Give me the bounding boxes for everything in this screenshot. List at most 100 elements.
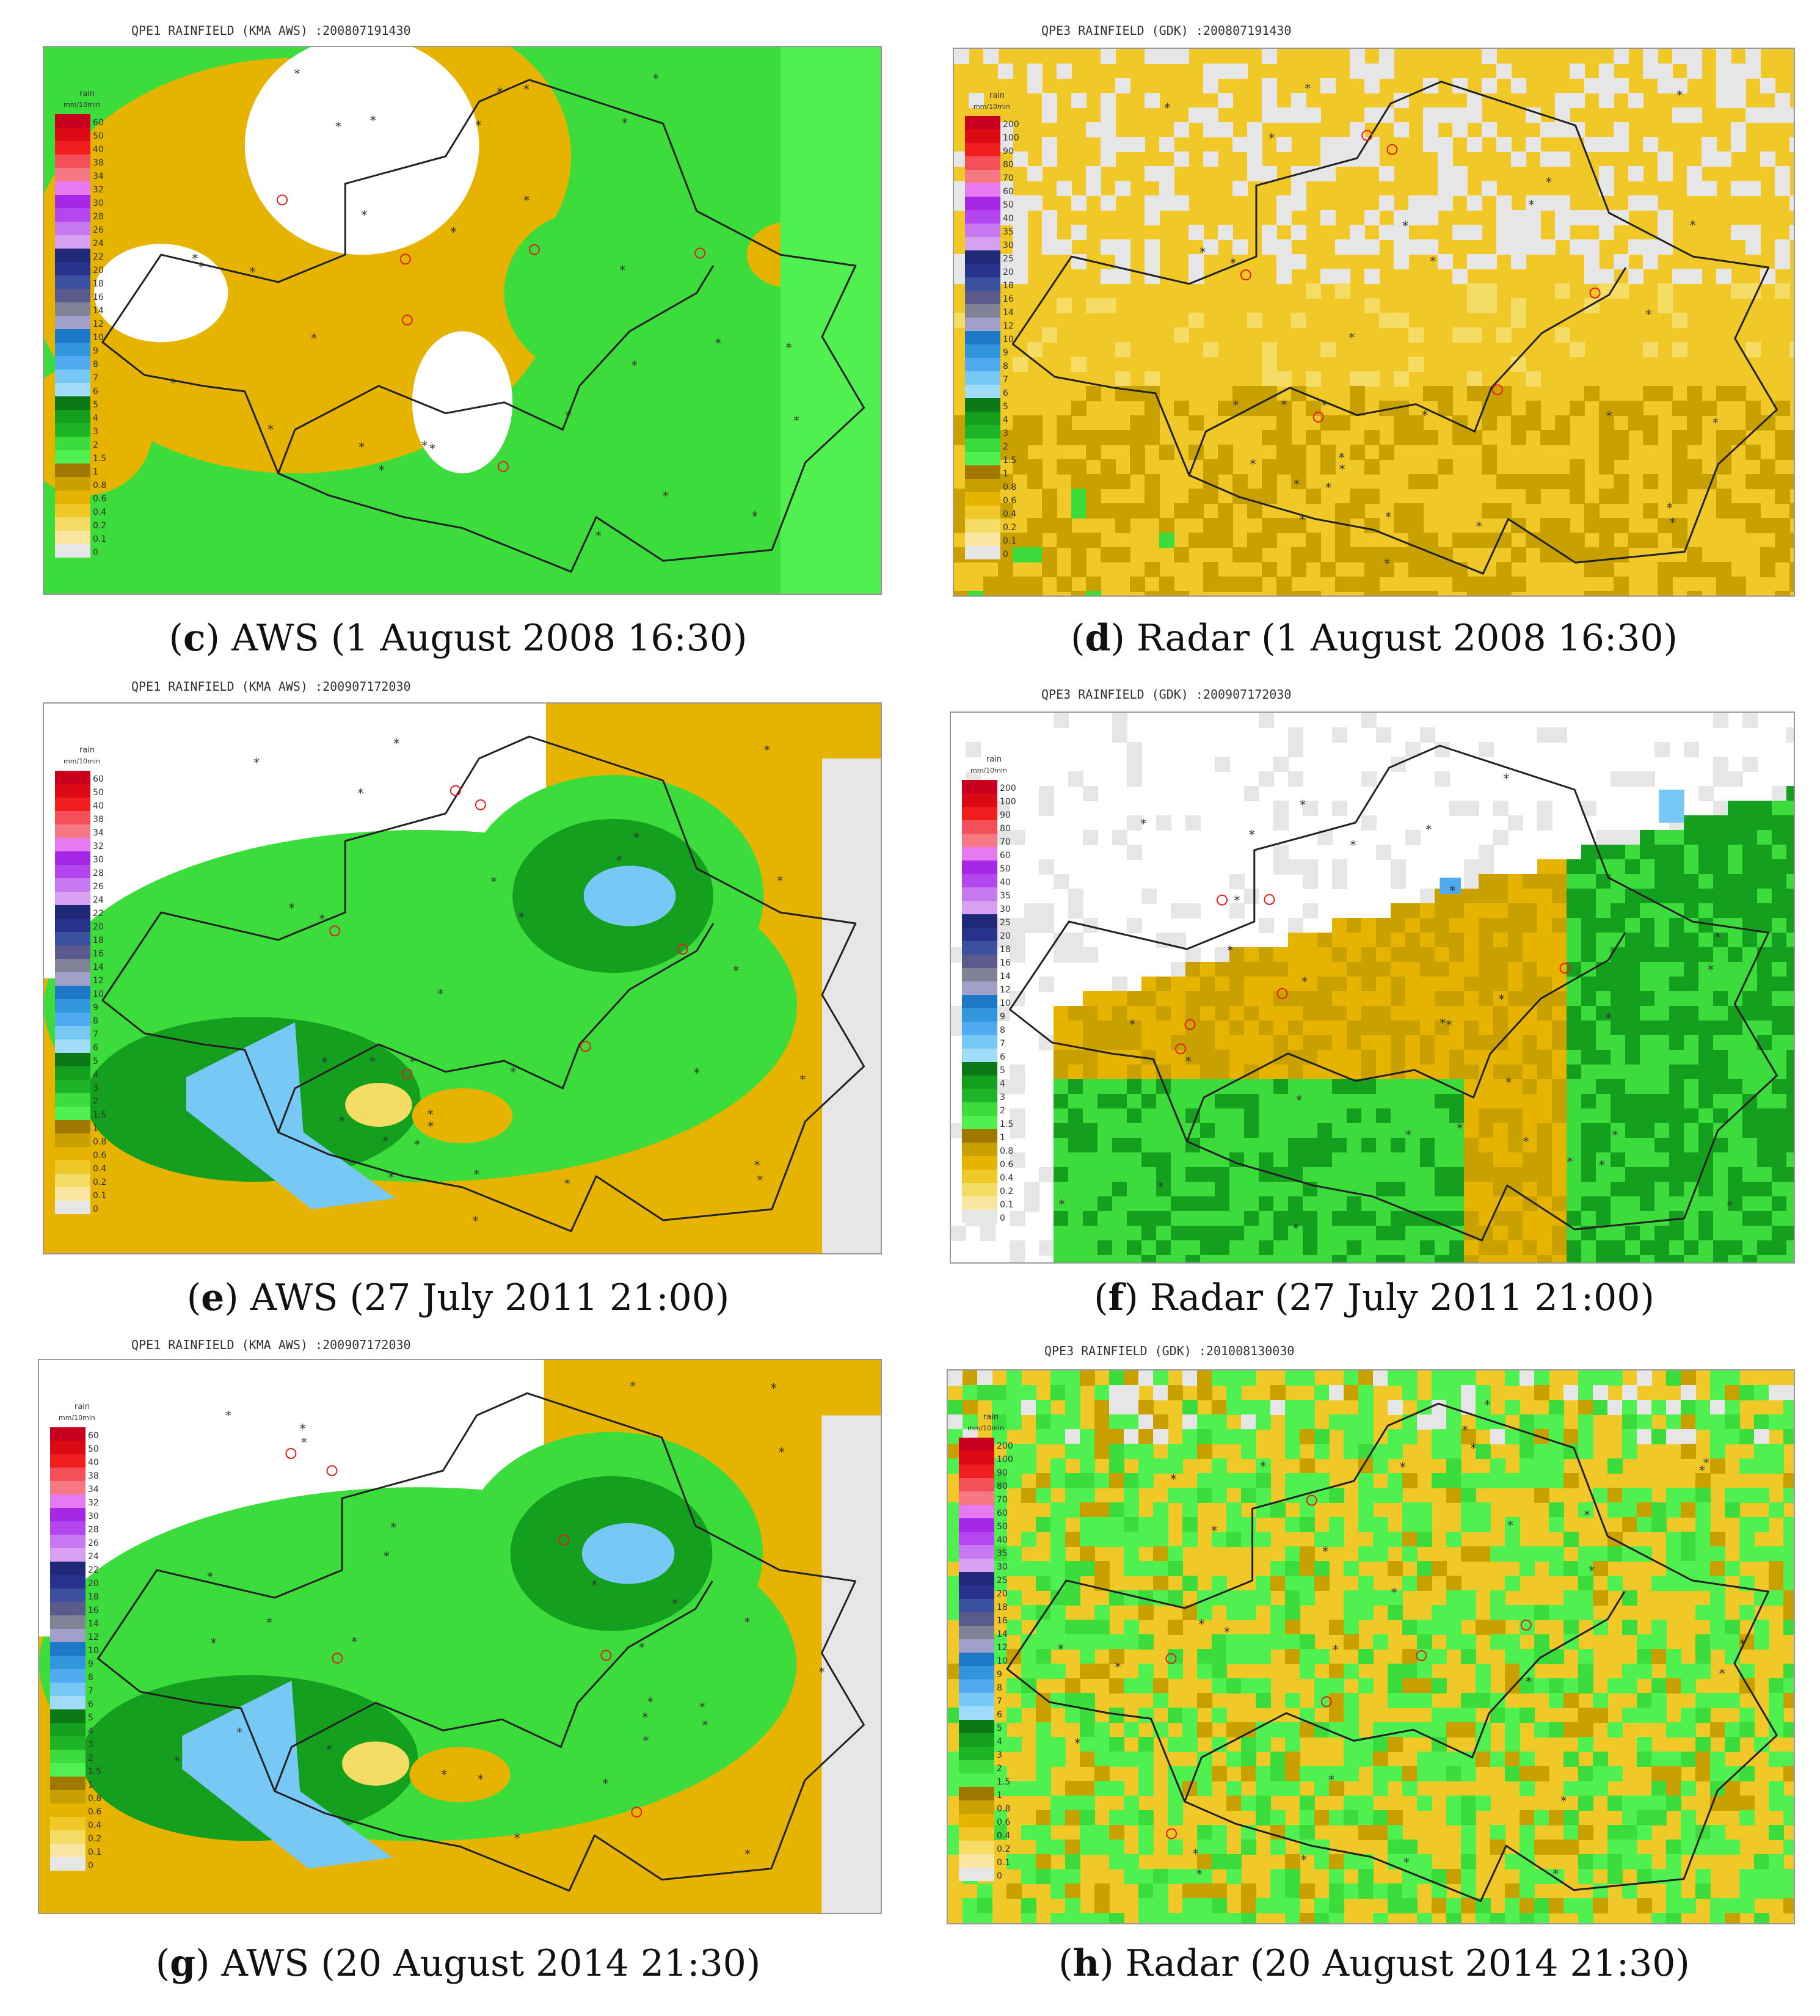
map-header: QPE3 RAINFIELD (GDK) :200907172030 xyxy=(1041,687,1292,702)
svg-text:*: * xyxy=(1667,501,1673,515)
legend-label: 0.4 xyxy=(88,1821,101,1830)
legend-label: 0.8 xyxy=(997,1804,1010,1814)
svg-text:*: * xyxy=(523,82,530,96)
svg-text:*: * xyxy=(253,755,260,770)
svg-text:*: * xyxy=(1422,408,1428,423)
station-markers: ****************************** xyxy=(1164,81,1718,571)
legend-label: 60 xyxy=(1003,187,1014,197)
legend-swatch xyxy=(50,1723,86,1736)
legend-swatch xyxy=(965,291,1000,304)
district-boundary xyxy=(1188,267,1627,476)
svg-text:*: * xyxy=(370,114,376,128)
svg-text:*: * xyxy=(311,331,317,346)
legend-label: 1 xyxy=(88,1780,93,1790)
svg-text:*: * xyxy=(1249,828,1255,842)
legend-swatch xyxy=(55,437,90,450)
legend-swatch xyxy=(959,1679,994,1693)
svg-text:*: * xyxy=(1140,817,1146,831)
legend-label: 7 xyxy=(93,1030,98,1039)
legend-swatch xyxy=(962,1102,997,1116)
legend-swatch xyxy=(962,807,997,820)
legend-swatch xyxy=(959,1639,994,1653)
legend-swatch xyxy=(962,1183,997,1196)
legend-swatch xyxy=(959,1491,994,1505)
gauge-markers xyxy=(1240,129,1601,423)
legend-title: rain xyxy=(75,1402,90,1411)
legend-swatch xyxy=(55,504,90,517)
svg-text:*: * xyxy=(715,336,721,351)
legend-label: 0 xyxy=(1003,550,1008,559)
legend-swatch xyxy=(50,1830,86,1844)
legend-unit: mm/10min xyxy=(59,1414,95,1422)
legend-swatch xyxy=(962,914,997,928)
svg-text:*: * xyxy=(410,1055,416,1069)
legend-swatch xyxy=(55,851,90,865)
legend-swatch xyxy=(962,941,997,955)
legend-label: 1 xyxy=(1000,1133,1005,1143)
legend-label: 40 xyxy=(88,1458,99,1468)
legend-swatch xyxy=(55,798,90,811)
svg-text:*: * xyxy=(1703,1455,1709,1470)
legend-unit: mm/10min xyxy=(974,103,1010,111)
svg-text:*: * xyxy=(1305,81,1311,96)
legend-label: 90 xyxy=(997,1468,1008,1478)
rainfall-map: * * * * * * * * * * * * * * * * * * * * * * * * * * * * * * rain mm/10m… xyxy=(43,46,882,595)
svg-text:*: * xyxy=(1232,398,1239,412)
svg-text:*: * xyxy=(1589,1563,1595,1578)
svg-text:*: * xyxy=(1560,1794,1567,1808)
svg-text:*: * xyxy=(198,260,204,274)
svg-text:*: * xyxy=(236,1725,242,1740)
svg-text:*: * xyxy=(1129,1017,1135,1032)
svg-text:*: * xyxy=(428,1119,434,1134)
legend-label: 14 xyxy=(93,306,104,316)
figure-caption: (c) AWS (1 August 2008 16:30) xyxy=(169,617,748,660)
legend-label: 25 xyxy=(1000,918,1011,928)
legend-label: 1 xyxy=(93,1124,98,1134)
svg-text:*: * xyxy=(1714,930,1720,945)
legend-label: 4 xyxy=(997,1737,1002,1747)
district-boundary xyxy=(1185,932,1626,1142)
legend-label: 0.2 xyxy=(93,1177,106,1187)
svg-text:*: * xyxy=(437,987,443,1002)
legend-label: 5 xyxy=(93,400,98,410)
legend-swatch xyxy=(50,1669,86,1683)
legend-label: 200 xyxy=(1000,784,1016,793)
svg-text:*: * xyxy=(1293,1221,1299,1235)
svg-text:*: * xyxy=(642,1733,649,1748)
station-markers: ****************************** xyxy=(1058,1398,1746,1882)
legend-swatch xyxy=(55,168,90,181)
legend-swatch xyxy=(962,1116,997,1129)
legend-swatch xyxy=(55,302,90,316)
legend-label: 35 xyxy=(1000,891,1011,901)
svg-text:*: * xyxy=(249,265,255,280)
legend-label: 6 xyxy=(93,1043,98,1053)
legend-label: 0.6 xyxy=(1000,1160,1013,1170)
svg-text:*: * xyxy=(192,252,198,266)
legend-label: 12 xyxy=(997,1643,1008,1653)
legend-swatch xyxy=(55,1013,90,1026)
legend-swatch xyxy=(959,1868,994,1881)
legend-swatch xyxy=(962,1129,997,1143)
legend-label: 60 xyxy=(1000,851,1011,861)
legend-swatch xyxy=(959,1854,994,1868)
legend-label: 14 xyxy=(1003,308,1014,318)
legend-swatch xyxy=(55,275,90,289)
legend-swatch xyxy=(50,1615,86,1629)
legend-swatch xyxy=(965,264,1000,277)
legend-swatch xyxy=(965,385,1000,398)
legend-swatch xyxy=(55,1201,90,1214)
rainfall-map: * * * * * * * * * * * * * * * * * * * * * * * * * * * * * * rain mm/10m… xyxy=(953,48,1795,597)
legend-swatch xyxy=(965,197,1000,210)
legend-label: 0.4 xyxy=(93,508,106,517)
legend-label: 0.1 xyxy=(93,1191,106,1201)
legend-swatch xyxy=(50,1656,86,1669)
legend-swatch xyxy=(55,141,90,155)
legend-swatch xyxy=(55,1187,90,1201)
legend-swatch xyxy=(959,1827,994,1841)
legend-swatch xyxy=(55,544,90,558)
legend-label: 60 xyxy=(997,1508,1008,1518)
legend-swatch xyxy=(959,1478,994,1491)
legend-label: 35 xyxy=(997,1549,1008,1559)
legend-swatch xyxy=(965,533,1000,546)
legend-label: 0.4 xyxy=(93,1164,106,1174)
